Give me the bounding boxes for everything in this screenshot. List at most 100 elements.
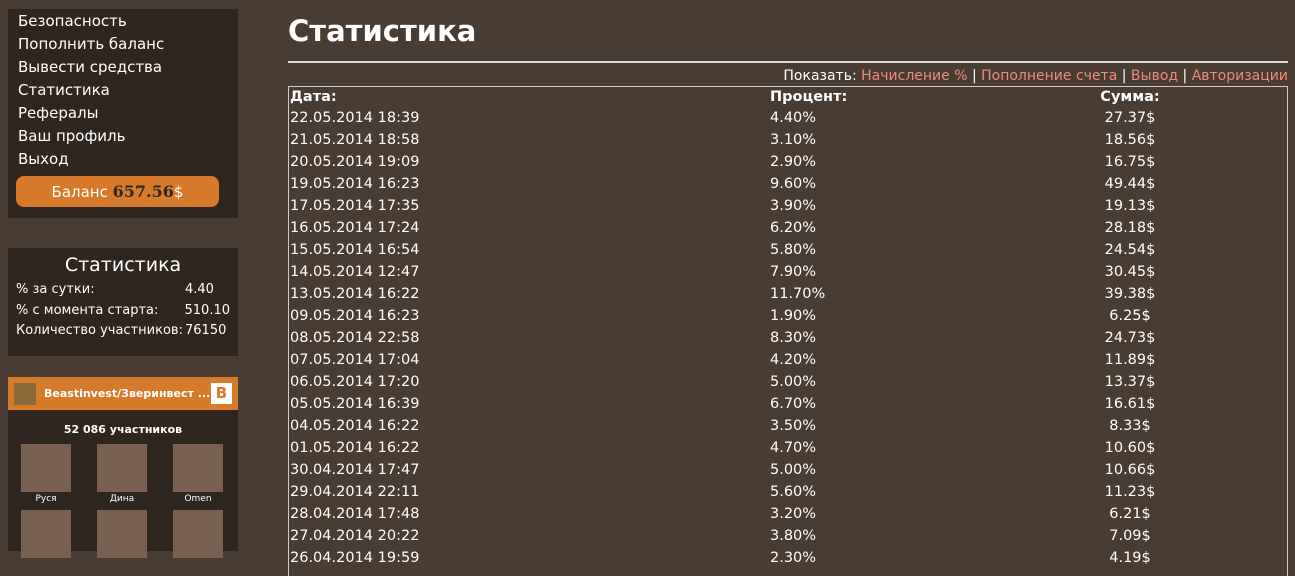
group-name[interactable]: Beastinvest/Зверинвест ... [44,387,211,400]
cell-sum: 30.45$ [1104,264,1156,280]
cell-percent: 4.40% [770,110,817,126]
table-row: 08.05.2014 22:58 8.30% 24.73$ [289,327,1287,349]
cell-percent: 5.00% [770,374,817,390]
member-name: Дина [109,494,135,504]
cell-date: 28.04.2014 17:48 [290,506,420,522]
cell-percent: 11.70% [770,286,826,302]
balance-value: 657.56 [112,182,174,201]
member-name: Omen [184,494,212,504]
cell-date: 26.04.2014 19:59 [290,550,420,566]
main-content: Статистика Показать: Начисление % | Попо… [288,0,1288,576]
table-row: 16.05.2014 17:24 6.20% 28.18$ [289,217,1287,239]
vk-header[interactable]: Beastinvest/Зверинвест ... В [8,377,238,410]
cell-sum: 6.25$ [1109,308,1151,324]
vk-logo-icon[interactable]: В [211,383,232,404]
cell-sum: 11.23$ [1104,484,1156,500]
cell-percent: 7.90% [770,264,817,280]
cell-sum: 28.18$ [1104,220,1156,236]
cell-date: 04.05.2014 16:22 [290,418,420,434]
cell-sum: 39.38$ [1104,286,1156,302]
table-row: 29.04.2014 22:11 5.60% 11.23$ [289,481,1287,503]
filter-separator: | [967,68,982,84]
cell-percent: 8.30% [770,330,817,346]
table-row: 28.04.2014 17:48 3.20% 6.21$ [289,503,1287,525]
member-item[interactable]: Дина [84,444,160,504]
cell-percent: 3.80% [770,528,817,544]
table-row: 17.05.2014 17:35 3.90% 19.13$ [289,195,1287,217]
cell-percent: 6.20% [770,220,817,236]
group-avatar [14,382,36,405]
vk-widget: Beastinvest/Зверинвест ... В 52 086 учас… [8,377,238,558]
cell-date: 19.05.2014 16:23 [290,176,420,192]
cell-sum: 7.09$ [1109,528,1151,544]
cell-date: 09.05.2014 16:23 [290,308,420,324]
cell-sum: 16.61$ [1104,396,1156,412]
cell-date: 06.05.2014 17:20 [290,374,420,390]
cell-date: 07.05.2014 17:04 [290,352,420,368]
filter-label: Показать: [783,68,857,84]
filter-link[interactable]: Авторизации [1191,68,1288,84]
member-item[interactable]: Omen [160,444,236,504]
cell-date: 05.05.2014 16:39 [290,396,420,412]
cell-date: 27.04.2014 20:22 [290,528,420,544]
cell-percent: 5.00% [770,462,817,478]
filter-link[interactable]: Вывод [1130,68,1179,84]
stats-row: % с момента старта: 510.10 [16,301,230,322]
balance-label: Баланс [51,183,108,201]
member-item[interactable] [8,510,84,560]
stats-value: 76150 [185,323,227,338]
cell-date: 29.04.2014 22:11 [290,484,420,500]
filter-bar: Показать: Начисление % | Пополнение счет… [288,64,1288,86]
cell-date: 30.04.2014 17:47 [290,462,420,478]
cell-sum: 4.19$ [1109,550,1151,566]
cell-sum: 11.89$ [1104,352,1156,368]
cell-date: 22.05.2014 18:39 [290,110,420,126]
menu-item[interactable]: Рефералы [18,104,99,122]
col-sum: Сумма: [1100,89,1160,105]
cell-date: 20.05.2014 19:09 [290,154,420,170]
stats-widget: Статистика % за сутки: 4.40 % с момента ст… [8,248,238,356]
filter-link[interactable]: Пополнение счета [981,68,1118,84]
filter-link[interactable]: Начисление % [861,68,968,84]
member-photo [21,510,71,558]
cell-date: 01.05.2014 16:22 [290,440,420,456]
member-item[interactable] [84,510,160,560]
table-row: 14.05.2014 12:47 7.90% 30.45$ [289,261,1287,283]
filter-separator: | [1178,68,1192,84]
menu-item[interactable]: Статистика [18,81,110,99]
page-title: Статистика [288,14,1288,63]
table-row: 22.05.2014 18:39 4.40% 27.37$ [289,107,1287,129]
menu-item[interactable]: Ваш профиль [18,127,126,145]
table-row: 13.05.2014 16:22 11.70% 39.38$ [289,283,1287,305]
cell-percent: 6.70% [770,396,817,412]
menu-item[interactable]: Пополнить баланс [18,35,165,53]
member-photo [97,444,147,492]
table-header: Дата: Процент: Сумма: [289,87,1287,107]
member-grid: Руся Дина Omen [8,444,238,560]
member-photo [173,444,223,492]
cell-percent: 4.20% [770,352,817,368]
member-count: 52 086 участников [63,423,183,436]
cell-percent: 3.10% [770,132,817,148]
member-item[interactable] [160,510,236,560]
cell-date: 16.05.2014 17:24 [290,220,420,236]
cell-sum: 8.33$ [1109,418,1151,434]
table-row: 20.05.2014 19:09 2.90% 16.75$ [289,151,1287,173]
col-date: Дата: [290,89,337,105]
menu-item[interactable]: Вывести средства [18,58,163,76]
cell-sum: 19.13$ [1104,198,1156,214]
account-menu: Безопасность Пополнить баланс Вывести сред… [8,9,238,218]
stats-table: Дата: Процент: Сумма: 22.05.2014 18:39 4.… [288,86,1288,576]
member-item[interactable]: Руся [8,444,84,504]
stats-value: 4.40 [185,282,214,297]
stats-row: Количество участников: 76150 [16,321,230,342]
menu-item[interactable]: Безопасность [18,12,127,30]
cell-percent: 3.90% [770,198,817,214]
balance-button[interactable]: Баланс 657.56$ [16,176,219,207]
stats-label: % за сутки: [16,282,95,297]
menu-item[interactable]: Выход [18,150,69,168]
table-row: 30.04.2014 17:47 5.00% 10.66$ [289,459,1287,481]
cell-date: 14.05.2014 12:47 [290,264,420,280]
cell-sum: 10.60$ [1104,440,1156,456]
cell-sum: 27.37$ [1104,110,1156,126]
